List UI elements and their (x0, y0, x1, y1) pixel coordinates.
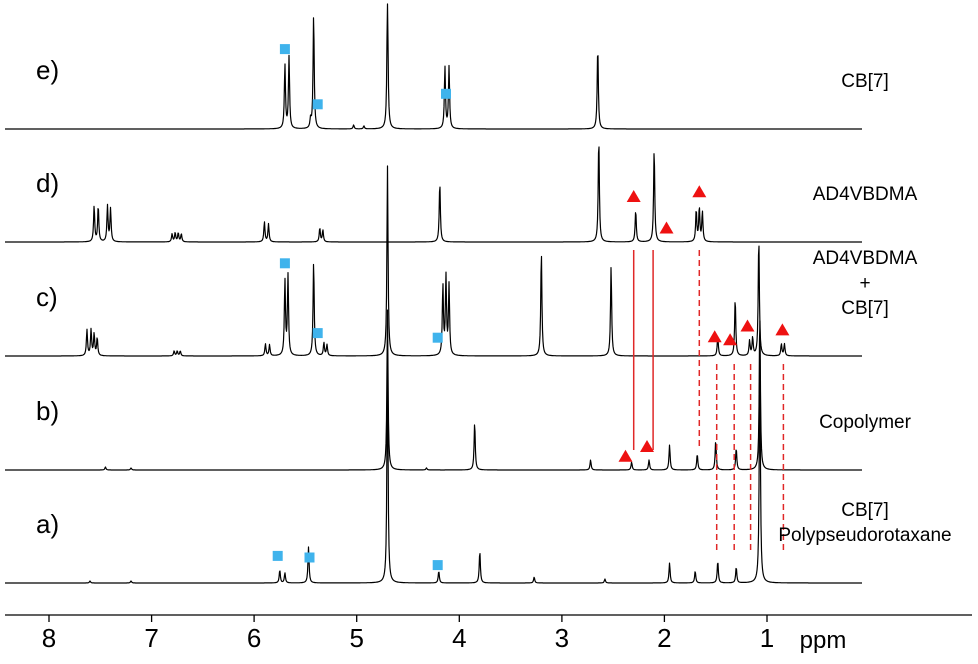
square-marker (279, 258, 290, 269)
spectrum-labels: e) CB[7] d) AD4VBDMA c) AD4VBDMA + CB[7] b) Copol… (36, 55, 952, 546)
triangle-marker (740, 319, 755, 332)
ppm-axis: 8 7 6 5 4 3 2 1 ppm (5, 614, 972, 654)
sample-label-line: Copolymer (819, 412, 912, 433)
x-tick-label: 8 (42, 623, 56, 653)
panel-label-b: b) (36, 396, 59, 426)
x-tick-label: 3 (555, 623, 569, 653)
spectrum-trace-c (4, 165, 863, 357)
x-tick-label: 7 (144, 623, 158, 653)
panel-label-a: a) (36, 509, 59, 539)
sample-label-line: AD4VBDMA (813, 184, 918, 205)
square-marker (272, 550, 283, 561)
panel-label-d: d) (36, 168, 59, 198)
x-tick-label: 4 (452, 623, 466, 653)
triangle-marker (659, 221, 674, 234)
spectrum-traces (4, 3, 863, 584)
square-marker (312, 328, 323, 339)
sample-label-line: Polypseudorotaxane (778, 525, 951, 546)
peak-markers (272, 44, 790, 571)
square-marker (304, 552, 315, 563)
square-marker (432, 560, 443, 571)
sample-label-line: CB[7] (841, 500, 889, 521)
triangle-marker (723, 333, 738, 346)
sample-label-line: CB[7] (841, 71, 889, 92)
triangle-marker (618, 449, 633, 462)
triangle-marker (640, 440, 654, 452)
x-tick-label: 2 (657, 623, 671, 653)
square-marker (441, 88, 451, 99)
spectrum-trace-b (4, 309, 863, 471)
sample-label-line: + (859, 273, 870, 294)
spectrum-trace-a (4, 352, 863, 584)
panel-label-c: c) (36, 282, 58, 312)
x-axis-label: ppm (800, 627, 847, 654)
square-marker (312, 99, 323, 110)
square-marker (279, 44, 290, 55)
correlation-lines (632, 250, 785, 553)
sample-label-line: CB[7] (841, 298, 889, 319)
sample-label-line: AD4VBDMA (813, 248, 918, 269)
spectrum-trace-d (4, 146, 863, 243)
triangle-marker (707, 330, 722, 343)
triangle-marker (692, 185, 707, 198)
x-tick-label: 5 (349, 623, 363, 653)
spectrum-trace-e (4, 3, 863, 130)
triangle-marker (775, 323, 790, 336)
panel-label-e: e) (36, 55, 59, 85)
triangle-marker (626, 190, 641, 202)
square-marker (432, 332, 443, 343)
x-tick-label: 6 (247, 623, 261, 653)
x-tick-label: 1 (760, 623, 774, 653)
